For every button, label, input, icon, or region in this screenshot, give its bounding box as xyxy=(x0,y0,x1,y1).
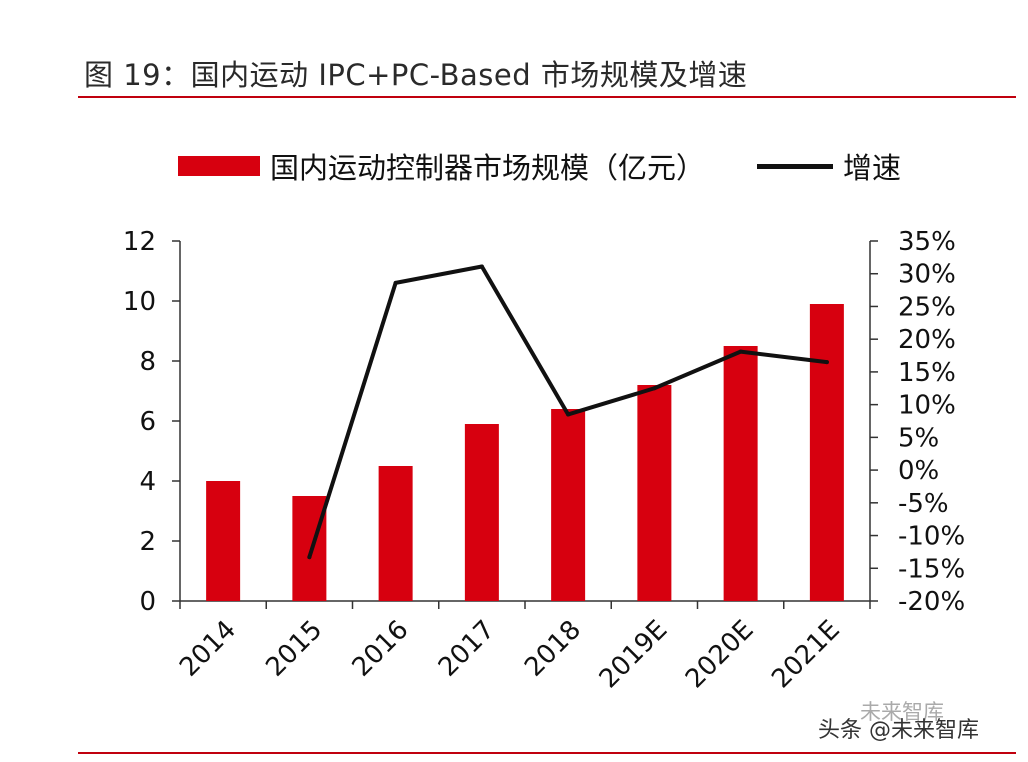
right-tick-label: 0% xyxy=(898,456,939,486)
right-tick-label: 20% xyxy=(898,325,956,355)
bar xyxy=(637,385,672,601)
x-tick-label: 2018 xyxy=(519,615,587,683)
right-tick-label: 25% xyxy=(898,292,956,322)
growth-point xyxy=(393,280,398,285)
title-rule xyxy=(78,96,1016,98)
x-tick-label: 2020E xyxy=(680,615,760,695)
bar xyxy=(292,496,327,601)
left-tick-label: 8 xyxy=(139,347,156,377)
bar xyxy=(723,346,758,601)
x-tick-label: 2017 xyxy=(433,615,501,683)
watermark: 头条 @未来智库 xyxy=(818,718,979,743)
right-tick-label: -10% xyxy=(898,522,965,552)
right-tick-label: 5% xyxy=(898,423,939,453)
left-tick-label: 2 xyxy=(139,527,156,557)
left-tick-label: 12 xyxy=(123,227,156,257)
left-tick-label: 6 xyxy=(139,407,156,437)
right-tick-label: 35% xyxy=(898,227,956,257)
bar xyxy=(378,466,413,601)
left-tick-label: 10 xyxy=(123,287,156,317)
right-tick-label: -5% xyxy=(898,489,949,519)
bar xyxy=(551,409,586,601)
right-tick-label: 30% xyxy=(898,260,956,290)
right-tick-label: -15% xyxy=(898,554,965,584)
legend-bar-label: 国内运动控制器市场规模（亿元） xyxy=(270,151,706,185)
bar xyxy=(809,304,844,601)
legend-bar-swatch xyxy=(178,156,260,176)
x-tick-label: 2016 xyxy=(347,615,415,683)
right-tick-label: -20% xyxy=(898,587,965,617)
x-tick-label: 2021E xyxy=(766,615,846,695)
legend-line-label: 增速 xyxy=(843,151,902,185)
growth-point xyxy=(738,349,743,354)
watermark-faint: 未来智库 xyxy=(860,700,944,724)
axes xyxy=(172,240,878,609)
growth-point xyxy=(652,386,657,391)
bars xyxy=(206,304,844,601)
x-tick-label: 2014 xyxy=(174,615,242,683)
bottom-rule xyxy=(78,752,1016,754)
growth-point xyxy=(307,555,312,560)
chart-title: 图 19：国内运动 IPC+PC-Based 市场规模及增速 xyxy=(84,58,748,92)
growth-point xyxy=(566,412,571,417)
left-tick-label: 0 xyxy=(139,587,156,617)
x-tick-label: 2019E xyxy=(594,615,674,695)
x-tick-label: 2015 xyxy=(260,615,328,683)
growth-point xyxy=(824,360,829,365)
bar xyxy=(464,424,499,601)
left-tick-label: 4 xyxy=(139,467,156,497)
legend: 国内运动控制器市场规模（亿元） 增速 xyxy=(178,144,901,188)
bar xyxy=(206,481,241,601)
right-tick-label: 15% xyxy=(898,358,956,388)
right-tick-label: 10% xyxy=(898,391,956,421)
growth-point xyxy=(479,264,484,269)
growth-line xyxy=(307,264,829,560)
legend-line-swatch xyxy=(757,163,834,169)
